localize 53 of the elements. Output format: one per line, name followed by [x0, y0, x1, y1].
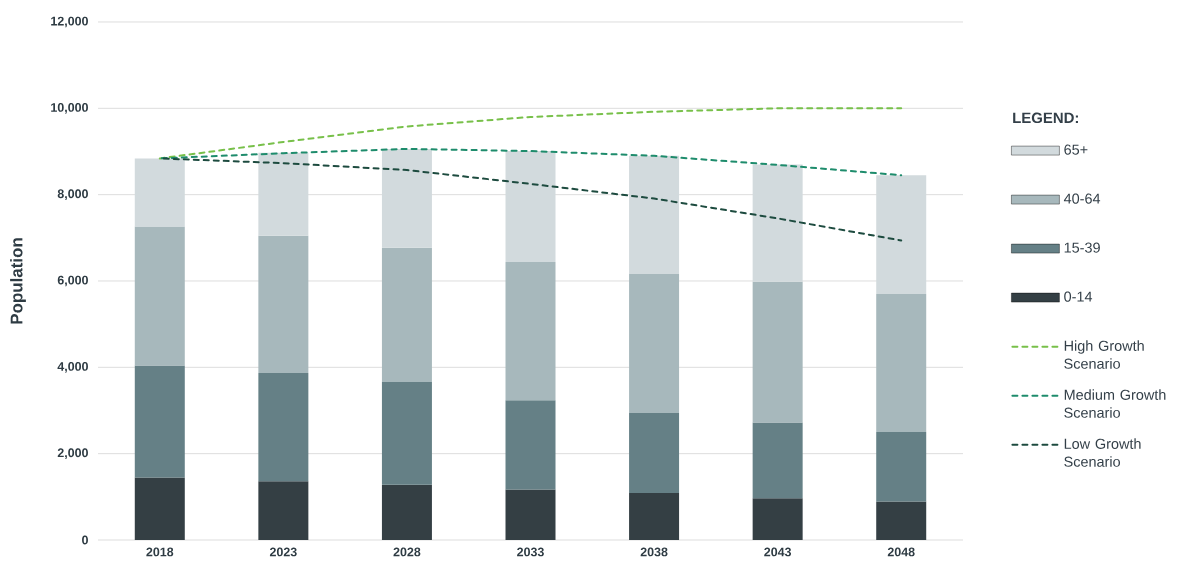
- bar: [134, 365, 185, 478]
- bar: [258, 372, 309, 482]
- bar: [381, 484, 432, 540]
- bar: [752, 422, 803, 499]
- bar: [876, 175, 927, 294]
- legend-label: 0-14: [1064, 291, 1093, 302]
- legend-label: High Growth Scenario: [1064, 340, 1144, 369]
- y-tick-label: 10,000: [51, 103, 88, 114]
- legend-title: LEGEND:: [1013, 112, 1078, 124]
- bar: [505, 489, 556, 540]
- y-tick-label: 2,000: [57, 448, 88, 459]
- x-tick-label: 2028: [393, 547, 421, 557]
- bar: [134, 477, 185, 540]
- legend-label: Medium Growth Scenario: [1064, 389, 1166, 418]
- x-tick-label: 2018: [146, 547, 174, 557]
- legend-label: Low Growth Scenario: [1064, 438, 1141, 467]
- bar: [752, 281, 803, 423]
- x-tick-label: 2033: [517, 547, 544, 557]
- bar: [876, 432, 927, 502]
- legend-label: 15-39: [1064, 242, 1100, 253]
- y-tick-label: 12,000: [51, 16, 88, 28]
- bar: [381, 382, 432, 485]
- bar: [752, 498, 803, 540]
- bar: [629, 413, 680, 493]
- y-tick-label: 4,000: [57, 362, 88, 373]
- bar: [629, 155, 680, 275]
- y-axis-title: Population: [10, 238, 26, 324]
- y-tick-label: 8,000: [57, 189, 88, 200]
- bar: [505, 262, 556, 401]
- line-series: [158, 107, 903, 160]
- bar: [134, 226, 185, 366]
- y-tick-label: 6,000: [57, 275, 88, 287]
- y-tick-label: 0: [82, 535, 88, 545]
- x-tick-label: 2023: [269, 547, 297, 557]
- bar: [629, 492, 680, 540]
- line-series: [158, 147, 903, 177]
- bar: [258, 152, 309, 236]
- bar: [876, 293, 927, 433]
- bar: [505, 151, 556, 262]
- x-tick-label: 2048: [887, 547, 915, 557]
- bar: [752, 164, 803, 282]
- x-tick-label: 2038: [640, 547, 668, 557]
- bar: [134, 158, 185, 227]
- bar: [381, 148, 432, 248]
- bar: [381, 247, 432, 383]
- bar: [258, 235, 309, 373]
- x-tick-label: 2043: [764, 547, 792, 557]
- bar: [505, 400, 556, 490]
- bar: [629, 274, 680, 414]
- bar: [258, 481, 309, 540]
- legend-label: 40-64: [1063, 193, 1101, 204]
- legend-label: 65+: [1064, 144, 1088, 155]
- bar: [876, 501, 927, 540]
